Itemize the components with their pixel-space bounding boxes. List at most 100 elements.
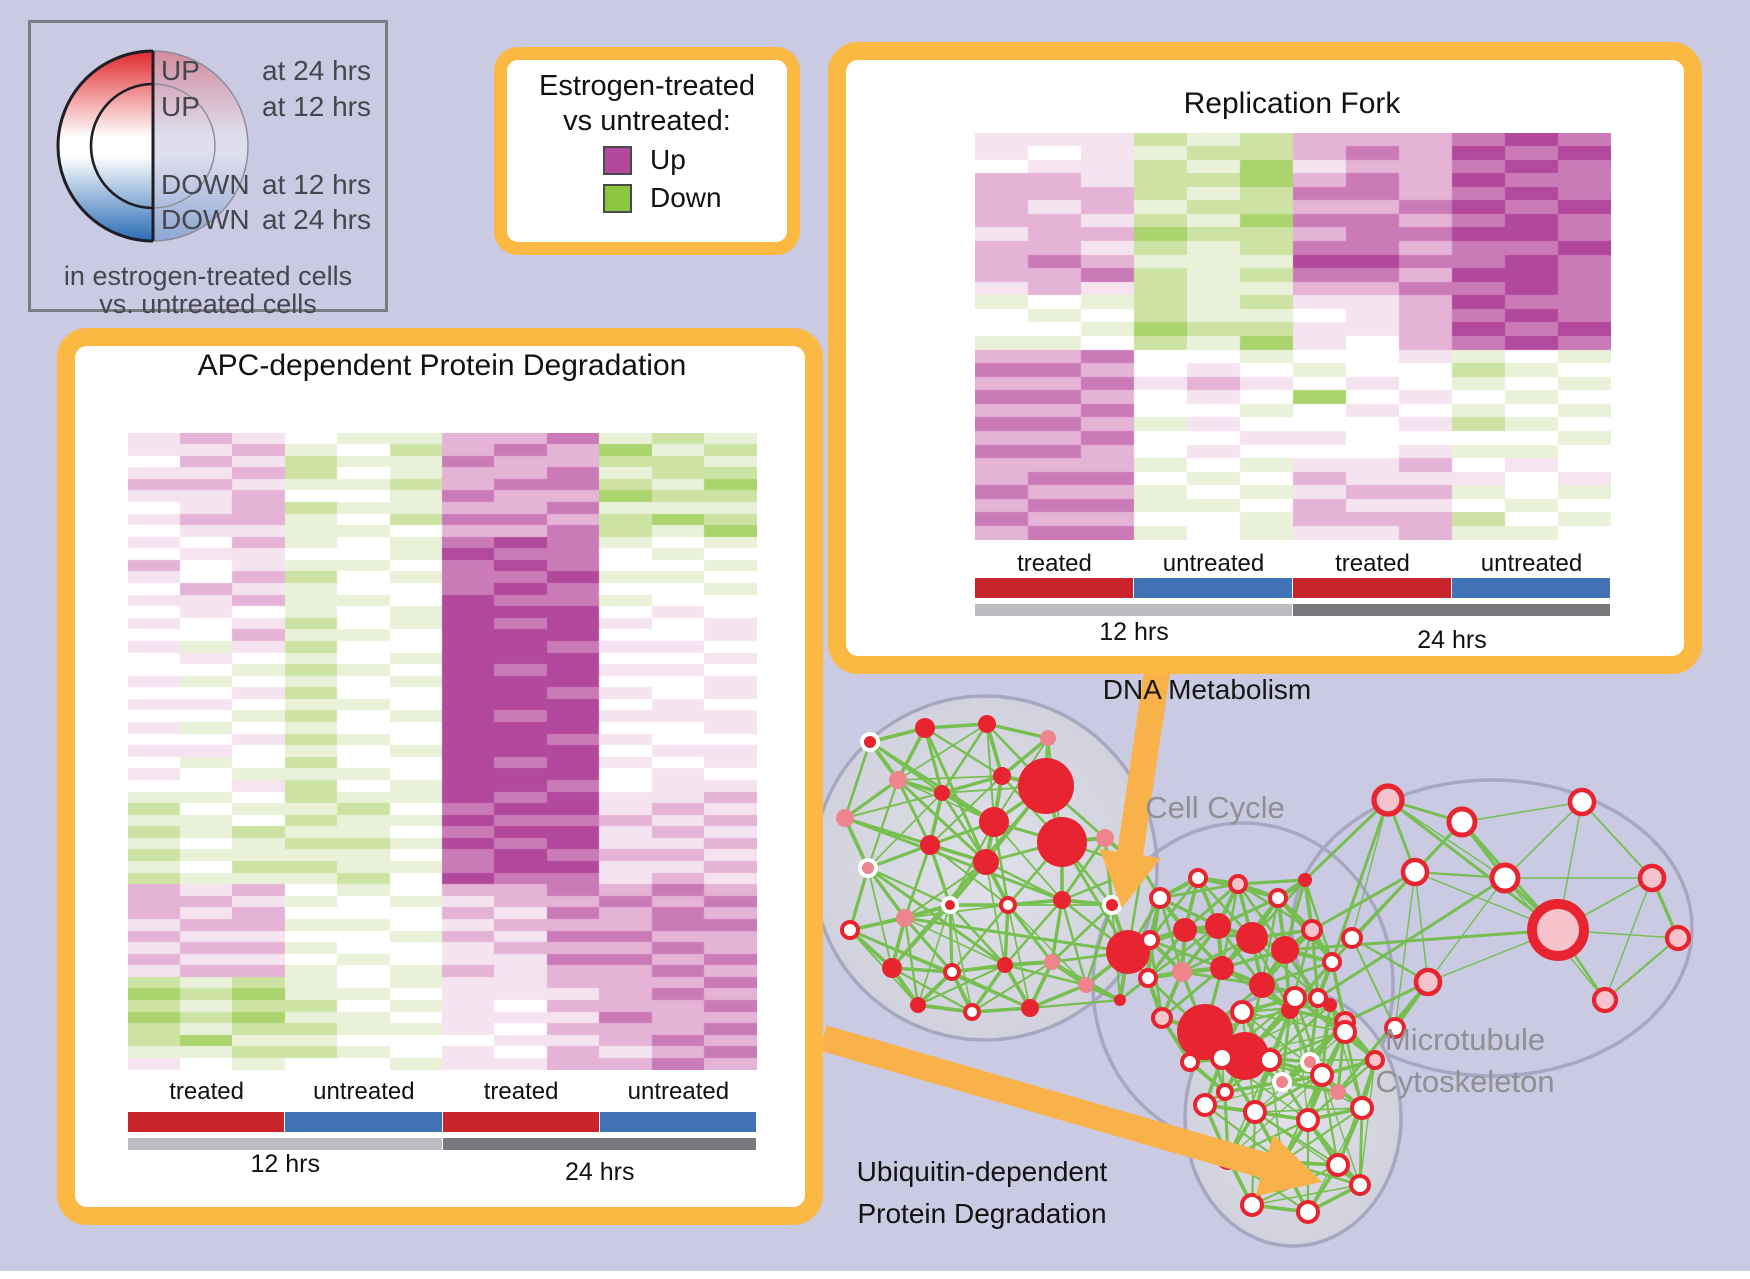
- rf-time-label: 12 hrs: [1099, 618, 1169, 646]
- gene-node: [1446, 806, 1478, 838]
- gene-node: [1102, 895, 1122, 915]
- gene-node: [858, 858, 878, 878]
- legend-item: Up: [603, 144, 787, 176]
- gene-node: [1243, 1100, 1267, 1124]
- network-label: Cytoskeleton: [1375, 1064, 1555, 1099]
- gene-node: [1489, 862, 1521, 894]
- rf-group-label: untreated: [1480, 550, 1583, 577]
- gene-node: [1021, 999, 1039, 1017]
- gene-node: [1210, 1046, 1234, 1070]
- legend-item-label: Up: [650, 144, 686, 175]
- estrogen-legend-title-2: vs untreated:: [563, 105, 731, 137]
- gene-node: [1300, 1052, 1320, 1072]
- gene-node: [1210, 956, 1234, 980]
- rf-group-label: treated: [1335, 550, 1410, 577]
- gene-node: [1037, 817, 1087, 867]
- network-label: DNA Metabolism: [1102, 674, 1312, 705]
- gene-node: [1173, 918, 1197, 942]
- rf-untreated-bar: [1134, 578, 1292, 598]
- rf-group-label: treated: [1017, 550, 1092, 577]
- bottom-margin: [0, 1271, 1750, 1279]
- gene-node: [1365, 1050, 1385, 1070]
- gene-node: [1371, 783, 1405, 817]
- apc-group-label: untreated: [627, 1078, 730, 1105]
- legend-item: Down: [603, 182, 787, 214]
- gene-node: [1413, 967, 1443, 997]
- gene-node: [1283, 986, 1307, 1010]
- circle-legend-row: DOWN at 12 hrs: [161, 169, 371, 201]
- gene-node: [1637, 863, 1667, 893]
- gene-node: [1240, 1193, 1264, 1217]
- gene-node: [836, 809, 854, 827]
- apc-untreated-bar: [599, 1112, 756, 1132]
- apc-treated-bar: [442, 1112, 599, 1132]
- time-label: at 24 hrs: [262, 55, 371, 86]
- circle-legend-row: UP at 12 hrs: [161, 91, 371, 123]
- gene-node: [1205, 913, 1231, 939]
- direction-label: DOWN: [161, 204, 250, 235]
- link-arrow: [1099, 664, 1171, 908]
- direction-label: UP: [161, 91, 200, 122]
- gene-node: [941, 896, 959, 914]
- legend-swatch: [603, 183, 632, 213]
- rf-treated-bar: [1293, 578, 1451, 598]
- rf-untreated-bar: [1452, 578, 1610, 598]
- gene-node: [1106, 930, 1150, 974]
- gene-node: [1271, 936, 1299, 964]
- circle-legend-box: UP at 24 hrs UP at 12 hrs DOWN at 12 hrs DOWN a…: [28, 20, 388, 319]
- gene-node: [1193, 1093, 1217, 1117]
- gene-node: [997, 957, 1013, 973]
- gene-node: [1296, 1200, 1320, 1224]
- gene-node: [963, 1003, 981, 1021]
- gene-node: [1188, 868, 1208, 888]
- estrogen-legend-box: Estrogen-treated vs untreated: Up Down: [494, 47, 800, 255]
- gene-node: [1228, 874, 1248, 894]
- gene-node: [1138, 968, 1158, 988]
- rf-time-label: 24 hrs: [1417, 626, 1487, 654]
- gene-node: [840, 920, 860, 940]
- gene-node: [1149, 887, 1171, 909]
- gene-node: [979, 807, 1009, 837]
- estrogen-legend-title-1: Estrogen-treated: [538, 70, 755, 102]
- gene-node: [999, 896, 1017, 914]
- apc-time-bar: [128, 1138, 442, 1150]
- gene-node: [915, 718, 935, 738]
- gene-node: [1151, 1007, 1173, 1029]
- gene-node: [1040, 730, 1056, 746]
- circle-legend-footer-1: in estrogen-treated cells: [63, 261, 353, 291]
- rf-time-bar: [1293, 604, 1610, 616]
- gene-node: [1591, 986, 1619, 1014]
- apc-panel-title: APC-dependent Protein Degradation: [197, 349, 687, 382]
- gene-node: [1322, 952, 1342, 972]
- gene-node: [1400, 857, 1430, 887]
- circle-legend-row: UP at 24 hrs: [161, 55, 371, 87]
- gene-node: [1172, 962, 1192, 982]
- network-label: Protein Degradation: [857, 1198, 1107, 1229]
- gene-node: [1180, 1052, 1200, 1072]
- direction-label: DOWN: [161, 169, 250, 200]
- gene-node: [1044, 954, 1060, 970]
- gene-node: [1310, 1063, 1334, 1087]
- gene-node: [1384, 1017, 1406, 1039]
- rf-treated-bar: [975, 578, 1133, 598]
- gene-node: [1323, 998, 1337, 1012]
- gene-node: [1308, 988, 1328, 1008]
- gene-node: [1216, 1083, 1234, 1101]
- gene-node: [860, 732, 880, 752]
- gene-node: [1078, 977, 1094, 993]
- apc-group-label: treated: [169, 1078, 244, 1105]
- gene-node: [973, 849, 999, 875]
- gene-node: [1177, 1004, 1233, 1060]
- gene-node: [882, 958, 902, 978]
- legend-item-label: Down: [650, 182, 722, 213]
- gene-node: [993, 767, 1011, 785]
- gene-node: [1096, 829, 1114, 847]
- gene-node: [1350, 1096, 1374, 1120]
- gene-node: [1053, 891, 1071, 909]
- gene-node: [1298, 873, 1312, 887]
- time-label: at 24 hrs: [262, 204, 371, 235]
- gene-node: [1527, 899, 1589, 961]
- gene-node: [889, 771, 907, 789]
- time-label: at 12 hrs: [262, 91, 371, 122]
